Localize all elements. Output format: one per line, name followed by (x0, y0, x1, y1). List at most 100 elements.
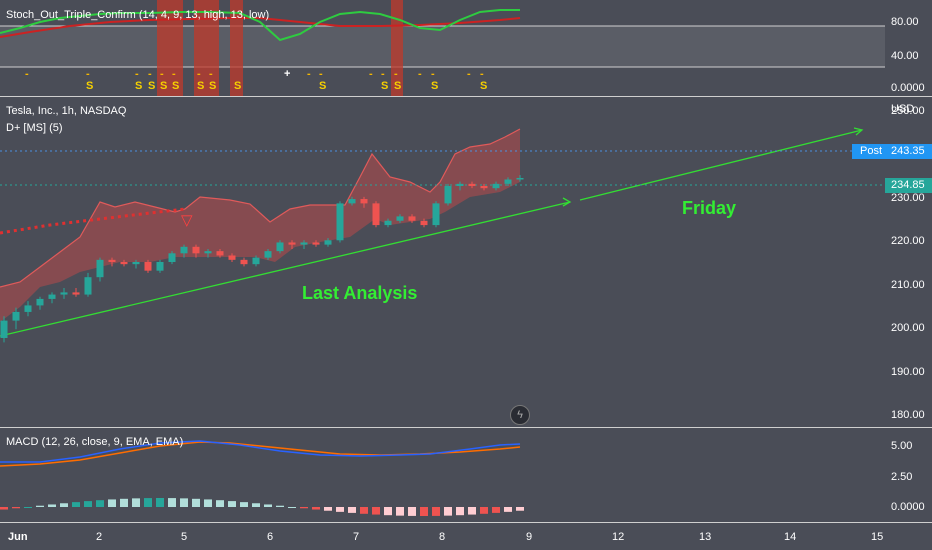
macd-bar (36, 505, 44, 507)
stoch-marker-top: - (209, 68, 213, 80)
candle-body (180, 246, 188, 254)
stoch-marker-bottom: S (381, 80, 389, 92)
macd-bar (264, 504, 272, 507)
macd-bar (252, 503, 260, 507)
candle-body (420, 220, 428, 226)
stoch-marker-top: - (86, 68, 90, 80)
macd-bar (120, 498, 128, 507)
pane-divider[interactable] (0, 96, 932, 97)
stoch-marker-top: - (160, 68, 164, 80)
candle (348, 196, 356, 206)
candles-group (0, 175, 524, 343)
candle (72, 288, 80, 297)
candle (108, 257, 116, 267)
stoch-marker-bottom: S (319, 80, 327, 92)
candle-body (60, 292, 68, 295)
signal-bar (157, 0, 183, 96)
price-tick: 210.00 (891, 278, 925, 291)
macd-histogram (0, 498, 524, 516)
pane-divider[interactable] (0, 427, 932, 428)
candle-body (384, 220, 392, 226)
symbol-title[interactable]: Tesla, Inc., 1h, NASDAQ (6, 105, 127, 117)
candle (36, 296, 44, 310)
candle (120, 259, 128, 267)
time-tick: 12 (612, 531, 625, 543)
candle-body (276, 242, 284, 252)
time-tick: 9 (526, 531, 533, 543)
candle-body (456, 183, 464, 187)
candle (420, 218, 428, 228)
macd-bar (168, 498, 176, 507)
dotted-resistance-line (0, 207, 186, 235)
candle (252, 255, 260, 267)
signal-bar (230, 0, 243, 96)
candle (0, 316, 8, 343)
signal-bar (391, 0, 403, 96)
candle-body (252, 257, 260, 265)
macd-bar (396, 507, 404, 516)
candle (396, 214, 404, 223)
candle-body (396, 216, 404, 221)
macd-title: MACD (12, 26, close, 9, EMA, EMA) (6, 436, 184, 448)
candle-body (144, 262, 152, 271)
price-plot[interactable]: ▽ (0, 97, 885, 427)
last-price-badge (885, 178, 932, 193)
candle (504, 177, 512, 187)
stoch-marker-top: + (284, 68, 291, 80)
candle-body (96, 259, 104, 278)
time-tick: 14 (784, 531, 797, 543)
trendline-arrowhead (562, 197, 572, 207)
price-tick: 230.00 (891, 192, 925, 205)
stoch-marker-bottom: S (148, 80, 156, 92)
stoch-marker-top: - (431, 68, 435, 80)
candle (360, 196, 368, 208)
candle (180, 244, 188, 258)
projection-line[interactable] (579, 129, 863, 201)
candle (456, 181, 464, 191)
candle (132, 259, 140, 269)
macd-line (0, 440, 521, 463)
candle (204, 248, 212, 258)
candle-body (204, 251, 212, 254)
macd-bar (312, 507, 320, 510)
macd-tick: 0.0000 (891, 501, 925, 513)
stoch-tick: 40.00 (891, 50, 919, 62)
macd-bar (324, 507, 332, 511)
candle (516, 175, 524, 182)
annotation-last-analysis[interactable]: Last Analysis (302, 283, 418, 303)
stoch-band (0, 26, 885, 67)
stoch-axis: 80.00 40.00 0.0000 (885, 0, 932, 96)
candle (492, 181, 500, 191)
candle-body (480, 186, 488, 189)
macd-bar (456, 507, 464, 516)
candle-body (12, 311, 20, 321)
macd-bar (408, 507, 416, 516)
fast-stoch-line (0, 9, 520, 42)
candle (144, 259, 152, 273)
macd-bar (12, 507, 20, 509)
candle (312, 240, 320, 247)
macd-bar (192, 498, 200, 507)
time-axis[interactable]: Jun 2 5 6 7 8 9 12 13 14 15 (0, 523, 885, 550)
indicator-label[interactable]: D+ [MS] (5) (6, 122, 63, 134)
stoch-marker-top: - (480, 68, 484, 80)
macd-bar (468, 507, 476, 515)
annotation-friday[interactable]: Friday (682, 198, 737, 218)
candle (288, 240, 296, 249)
stoch-marker-top: - (369, 68, 373, 80)
stoch-marker-top: - (307, 68, 311, 80)
candle-body (408, 216, 416, 221)
macd-bar (432, 507, 440, 516)
candle (192, 244, 200, 258)
lightning-icon[interactable]: ϟ (510, 405, 530, 425)
candle (216, 248, 224, 258)
time-tick: 5 (181, 531, 188, 543)
candle-body (132, 262, 140, 265)
macd-bar (276, 505, 284, 507)
candle-body (432, 203, 440, 226)
macd-plot (0, 440, 524, 516)
trendline[interactable] (0, 201, 571, 337)
price-tick: 190.00 (891, 365, 925, 378)
macd-bar (444, 507, 452, 516)
candle (24, 301, 32, 317)
